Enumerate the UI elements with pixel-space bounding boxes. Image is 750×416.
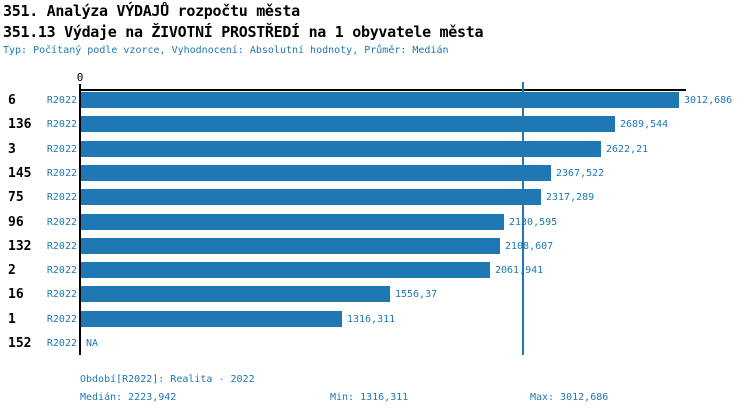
bar xyxy=(81,286,390,302)
chart-row: 132 R2022 2108,607 xyxy=(0,238,750,254)
bar xyxy=(81,311,342,327)
row-category-label: 2 xyxy=(8,263,16,278)
axis-zero-tick xyxy=(79,84,81,89)
row-series-label: R2022 xyxy=(46,338,77,349)
row-category-label: 6 xyxy=(8,93,16,108)
median-line xyxy=(522,82,524,355)
row-category-label: 1 xyxy=(8,312,16,327)
footer-min: Min: 1316,311 xyxy=(330,392,409,403)
bar xyxy=(81,141,601,157)
row-category-label: 75 xyxy=(8,190,24,205)
footer-median: Medián: 2223,942 xyxy=(80,392,177,403)
bar xyxy=(81,214,504,230)
row-category-label: 136 xyxy=(8,117,32,132)
bar-value-label: 2317,289 xyxy=(546,192,595,203)
bar-value-label: NA xyxy=(86,338,99,349)
axis-left-line xyxy=(79,89,81,355)
row-series-label: R2022 xyxy=(46,192,77,203)
row-series-label: R2022 xyxy=(46,241,77,252)
bar-value-label: 1556,37 xyxy=(395,289,438,300)
row-series-label: R2022 xyxy=(46,119,77,130)
bar xyxy=(81,116,615,132)
footer-max: Max: 3012,686 xyxy=(530,392,609,403)
row-series-label: R2022 xyxy=(46,314,77,325)
chart-row: 75 R2022 2317,289 xyxy=(0,189,750,205)
footer-period: Období[R2022]: Realita - 2022 xyxy=(80,374,255,385)
chart-subtitle: 351.13 Výdaje na ŽIVOTNÍ PROSTŘEDÍ na 1 … xyxy=(3,23,484,41)
axis-zero-label: 0 xyxy=(76,71,84,84)
bar-value-label: 1316,311 xyxy=(347,314,396,325)
bar-value-label: 2689,544 xyxy=(620,119,669,130)
chart-row: 152 R2022 NA xyxy=(0,335,750,351)
bar-value-label: 3012,686 xyxy=(684,95,733,106)
bar xyxy=(81,262,490,278)
row-category-label: 145 xyxy=(8,166,32,181)
row-series-label: R2022 xyxy=(46,168,77,179)
bar xyxy=(81,189,541,205)
bar xyxy=(81,92,679,108)
bar-value-label: 2622,21 xyxy=(606,144,649,155)
row-category-label: 152 xyxy=(8,336,32,351)
row-category-label: 132 xyxy=(8,239,32,254)
row-series-label: R2022 xyxy=(46,95,77,106)
chart-meta: Typ: Počítaný podle vzorce, Vyhodnocení:… xyxy=(3,45,449,56)
bar-value-label: 2367,522 xyxy=(556,168,605,179)
chart-row: 6 R2022 3012,686 xyxy=(0,92,750,108)
bar-value-label: 2130,595 xyxy=(509,217,558,228)
row-series-label: R2022 xyxy=(46,144,77,155)
chart-row: 16 R2022 1556,37 xyxy=(0,286,750,302)
row-series-label: R2022 xyxy=(46,289,77,300)
bar xyxy=(81,165,551,181)
bar-value-label: 2108,607 xyxy=(505,241,554,252)
chart-row: 2 R2022 2061,941 xyxy=(0,262,750,278)
row-series-label: R2022 xyxy=(46,217,77,228)
chart-row: 1 R2022 1316,311 xyxy=(0,311,750,327)
chart-row: 145 R2022 2367,522 xyxy=(0,165,750,181)
bar-value-label: 2061,941 xyxy=(495,265,544,276)
chart-row: 96 R2022 2130,595 xyxy=(0,214,750,230)
axis-top-line xyxy=(79,89,686,91)
row-category-label: 3 xyxy=(8,142,16,157)
chart-row: 136 R2022 2689,544 xyxy=(0,116,750,132)
bar xyxy=(81,238,500,254)
chart-row: 3 R2022 2622,21 xyxy=(0,141,750,157)
row-category-label: 16 xyxy=(8,287,24,302)
row-category-label: 96 xyxy=(8,215,24,230)
chart-title: 351. Analýza VÝDAJŮ rozpočtu města xyxy=(3,2,300,20)
row-series-label: R2022 xyxy=(46,265,77,276)
